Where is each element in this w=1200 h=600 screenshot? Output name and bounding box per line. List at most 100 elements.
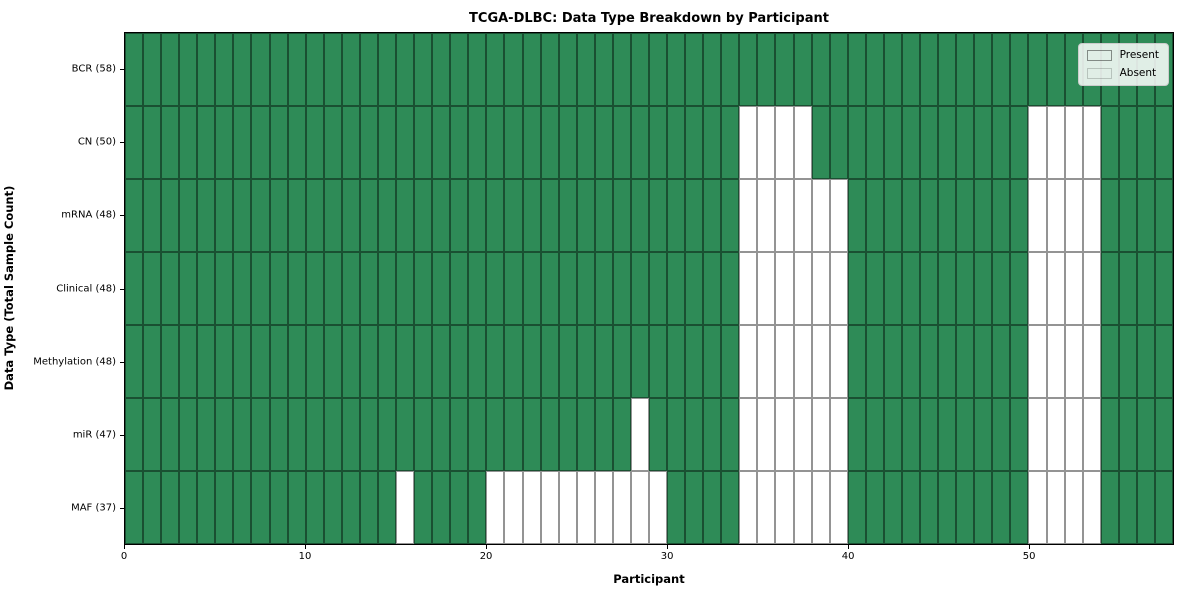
heatmap-cell <box>811 179 830 252</box>
y-tick-label: BCR (58) <box>71 63 116 75</box>
heatmap-cell <box>287 325 306 398</box>
heatmap-cell <box>630 179 649 252</box>
heatmap-cell <box>865 179 884 252</box>
heatmap-cell <box>396 471 415 544</box>
heatmap-cell <box>305 106 324 179</box>
heatmap-cell <box>883 33 902 106</box>
heatmap-cell <box>938 106 957 179</box>
heatmap-cell <box>594 33 613 106</box>
heatmap-cell <box>359 398 378 471</box>
heatmap-cell <box>883 471 902 544</box>
heatmap-cell <box>974 179 993 252</box>
x-tick-label: 40 <box>841 551 855 562</box>
heatmap-cell <box>161 325 180 398</box>
heatmap-cell <box>685 252 704 325</box>
x-tick-mark <box>667 545 669 549</box>
y-tick-label: miR (47) <box>72 429 116 441</box>
heatmap-cell <box>179 33 198 106</box>
heatmap-cell <box>486 106 505 179</box>
heatmap-cell <box>450 325 469 398</box>
heatmap-cell <box>305 325 324 398</box>
heatmap-cell <box>414 325 433 398</box>
heatmap-cell <box>179 252 198 325</box>
heatmap-cell <box>504 252 523 325</box>
heatmap-cell <box>1082 471 1101 544</box>
heatmap-cell <box>287 471 306 544</box>
heatmap-cell <box>920 106 939 179</box>
heatmap-cell <box>576 325 595 398</box>
heatmap-cell <box>215 325 234 398</box>
heatmap-cell <box>956 106 975 179</box>
heatmap-cell <box>829 179 848 252</box>
heatmap-cell <box>775 252 794 325</box>
heatmap-cell <box>287 33 306 106</box>
heatmap-cell <box>1046 252 1065 325</box>
x-tick-mark <box>124 545 125 549</box>
heatmap-cell <box>1082 106 1101 179</box>
heatmap-cell <box>432 252 451 325</box>
heatmap-cell <box>269 471 288 544</box>
heatmap-cell <box>540 106 559 179</box>
heatmap-cell <box>1118 179 1137 252</box>
heatmap-cell <box>847 252 866 325</box>
heatmap-cell <box>558 398 577 471</box>
heatmap-cell <box>811 398 830 471</box>
heatmap-cell <box>197 398 216 471</box>
heatmap-cell <box>287 179 306 252</box>
heatmap-cell <box>125 33 144 106</box>
legend: Present Absent <box>1077 43 1169 86</box>
heatmap-cell <box>938 33 957 106</box>
heatmap-cell <box>359 33 378 106</box>
heatmap-cell <box>540 471 559 544</box>
heatmap-cell <box>359 325 378 398</box>
heatmap-cell <box>847 33 866 106</box>
heatmap-cell <box>125 325 144 398</box>
heatmap-cell <box>143 325 162 398</box>
heatmap-cell <box>576 179 595 252</box>
legend-label-present: Present <box>1119 49 1159 61</box>
heatmap-cell <box>992 471 1011 544</box>
heatmap-cell <box>522 398 541 471</box>
heatmap-cell <box>1118 471 1137 544</box>
heatmap-cell <box>161 33 180 106</box>
heatmap-cell <box>739 471 758 544</box>
heatmap-cell <box>1046 33 1065 106</box>
heatmap-cell <box>522 179 541 252</box>
heatmap-cell <box>974 471 993 544</box>
heatmap-cell <box>558 179 577 252</box>
heatmap-cell <box>739 325 758 398</box>
heatmap-cell <box>522 106 541 179</box>
heatmap-cell <box>450 252 469 325</box>
y-tick-mark <box>120 141 124 143</box>
heatmap-cell <box>179 398 198 471</box>
heatmap-cell <box>992 325 1011 398</box>
heatmap-cell <box>775 325 794 398</box>
heatmap-cell <box>341 179 360 252</box>
heatmap-cell <box>1010 33 1029 106</box>
heatmap-cell <box>667 33 686 106</box>
heatmap-cell <box>1136 179 1155 252</box>
heatmap-cell <box>1154 252 1173 325</box>
heatmap-cell <box>179 179 198 252</box>
heatmap-cell <box>468 398 487 471</box>
heatmap-cell <box>504 398 523 471</box>
heatmap-cell <box>757 252 776 325</box>
heatmap-cell <box>396 179 415 252</box>
heatmap-cell <box>992 33 1011 106</box>
heatmap-cell <box>938 325 957 398</box>
heatmap-cell <box>486 179 505 252</box>
heatmap-cell <box>685 398 704 471</box>
heatmap-cell <box>865 106 884 179</box>
y-tick-mark <box>120 215 124 217</box>
heatmap-cell <box>974 398 993 471</box>
heatmap-cell <box>486 471 505 544</box>
heatmap-cell <box>920 33 939 106</box>
y-tick-label: MAF (37) <box>71 502 116 514</box>
heatmap-cell <box>829 471 848 544</box>
heatmap-cell <box>847 398 866 471</box>
x-tick-label: 0 <box>120 551 128 562</box>
heatmap-cell <box>757 471 776 544</box>
heatmap-cell <box>251 106 270 179</box>
heatmap-cell <box>685 325 704 398</box>
heatmap-cell <box>901 398 921 471</box>
